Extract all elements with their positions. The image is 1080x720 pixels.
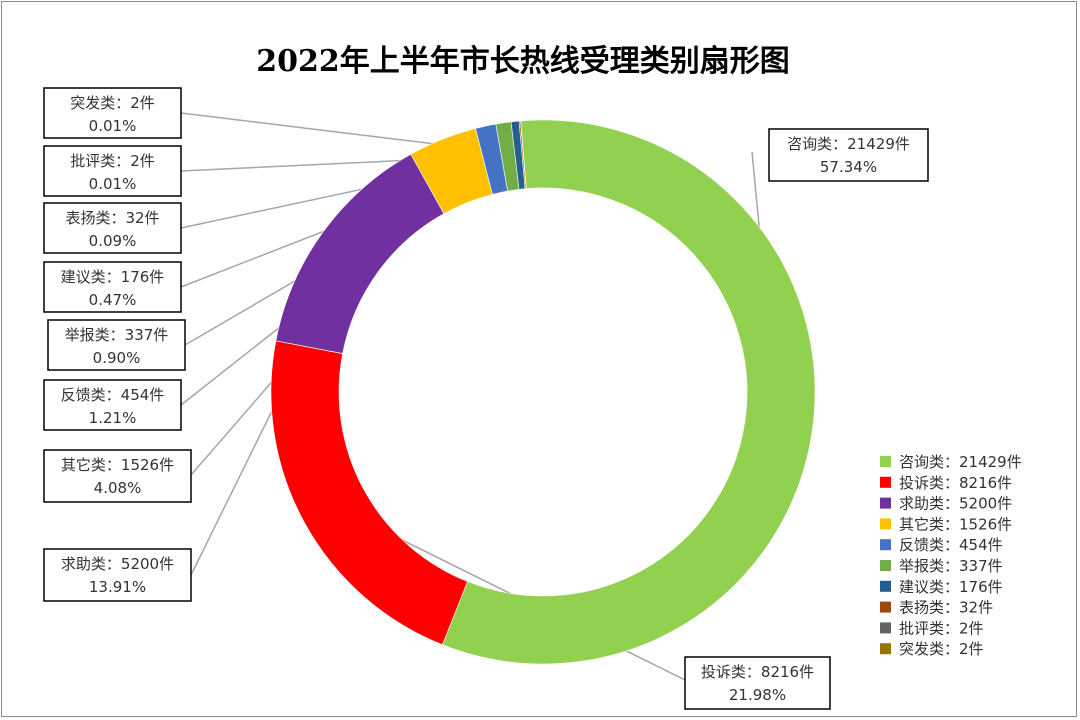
legend-entry: 投诉类：8216件 xyxy=(899,474,1012,492)
data-label-box xyxy=(43,145,182,197)
data-label-percent: 0.01% xyxy=(89,117,137,135)
legend-swatch xyxy=(880,622,891,634)
data-label-category: 突发类：2件 xyxy=(70,94,155,112)
legend-swatch xyxy=(880,518,891,530)
data-label-box xyxy=(43,379,182,431)
data-label-category: 建议类：176件 xyxy=(61,268,165,286)
data-label-box xyxy=(47,319,186,371)
legend-entry: 建议类：176件 xyxy=(899,578,1003,596)
data-label-percent: 4.08% xyxy=(94,479,142,497)
data-label-category: 表扬类：32件 xyxy=(65,209,159,227)
slice-1 xyxy=(441,119,816,665)
legend-swatch xyxy=(880,560,891,571)
data-label-percent: 0.09% xyxy=(89,232,137,250)
legend-entry: 咨询类：21429件 xyxy=(899,453,1022,471)
legend-swatch xyxy=(880,476,891,488)
legend-entry: 批评类：2件 xyxy=(899,619,984,637)
slice-10 xyxy=(520,120,527,190)
data-label-category: 其它类：1526件 xyxy=(61,456,174,474)
data-label-category: 咨询类：21429件 xyxy=(787,135,910,153)
data-label-percent: 57.34% xyxy=(820,158,877,176)
slice-2 xyxy=(270,340,468,646)
data-label-percent: 13.91% xyxy=(89,578,146,596)
donut-slices xyxy=(270,119,816,665)
data-label-percent: 21.98% xyxy=(729,686,786,704)
legend-swatch xyxy=(880,643,891,655)
legend-swatch xyxy=(880,539,891,551)
chart-title: 2022年上半年市长热线受理类别扇形图 xyxy=(256,44,790,79)
data-label-box xyxy=(43,449,192,503)
data-label-box xyxy=(684,656,831,710)
legend-entry: 反馈类：454件 xyxy=(899,536,1003,554)
legend-swatch xyxy=(880,497,891,509)
legend-swatch xyxy=(880,580,891,592)
legend-swatch xyxy=(880,601,891,613)
data-label-percent: 1.21% xyxy=(89,409,137,427)
data-labels: 咨询类：21429件 57.34% 投诉类：8216件 21.98% 求助类：5200件… xyxy=(43,87,929,710)
data-label-category: 反馈类：454件 xyxy=(61,386,165,404)
data-label-percent: 0.90% xyxy=(93,349,141,367)
legend-entry: 突发类：2件 xyxy=(899,640,984,658)
data-label-percent: 0.01% xyxy=(89,175,137,193)
legend-entry: 其它类：1526件 xyxy=(899,515,1012,533)
data-label-category: 求助类：5200件 xyxy=(61,555,174,573)
data-label-box xyxy=(43,261,182,313)
data-label-box xyxy=(768,128,929,182)
data-label-box xyxy=(43,87,182,139)
slice-3 xyxy=(275,153,445,354)
legend-entry: 求助类：5200件 xyxy=(899,495,1012,513)
data-label-box xyxy=(43,548,192,602)
legend: 咨询类：21429件投诉类：8216件求助类：5200件其它类：1526件反馈类… xyxy=(880,453,1022,658)
data-label-category: 举报类：337件 xyxy=(65,326,169,344)
legend-swatch xyxy=(880,456,891,467)
legend-entry: 举报类：337件 xyxy=(899,557,1003,575)
data-label-box xyxy=(43,202,182,254)
data-label-category: 投诉类：8216件 xyxy=(701,663,814,681)
data-label-percent: 0.47% xyxy=(89,291,137,309)
legend-entry: 表扬类：32件 xyxy=(899,599,993,617)
data-label-category: 批评类：2件 xyxy=(70,152,155,170)
